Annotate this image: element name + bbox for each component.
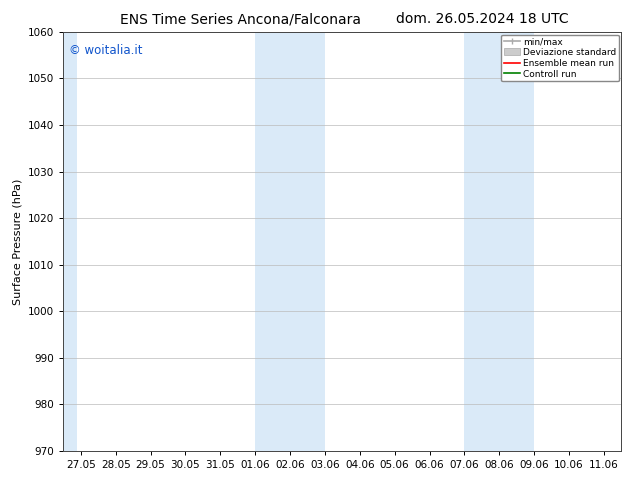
Bar: [255, 32, 325, 451]
Y-axis label: Surface Pressure (hPa): Surface Pressure (hPa): [13, 178, 23, 304]
Text: ENS Time Series Ancona/Falconara: ENS Time Series Ancona/Falconara: [120, 12, 361, 26]
Text: © woitalia.it: © woitalia.it: [69, 45, 143, 57]
Bar: [464, 32, 534, 451]
Bar: [63, 32, 77, 451]
Legend: min/max, Deviazione standard, Ensemble mean run, Controll run: min/max, Deviazione standard, Ensemble m…: [501, 35, 619, 81]
Text: dom. 26.05.2024 18 UTC: dom. 26.05.2024 18 UTC: [396, 12, 568, 26]
